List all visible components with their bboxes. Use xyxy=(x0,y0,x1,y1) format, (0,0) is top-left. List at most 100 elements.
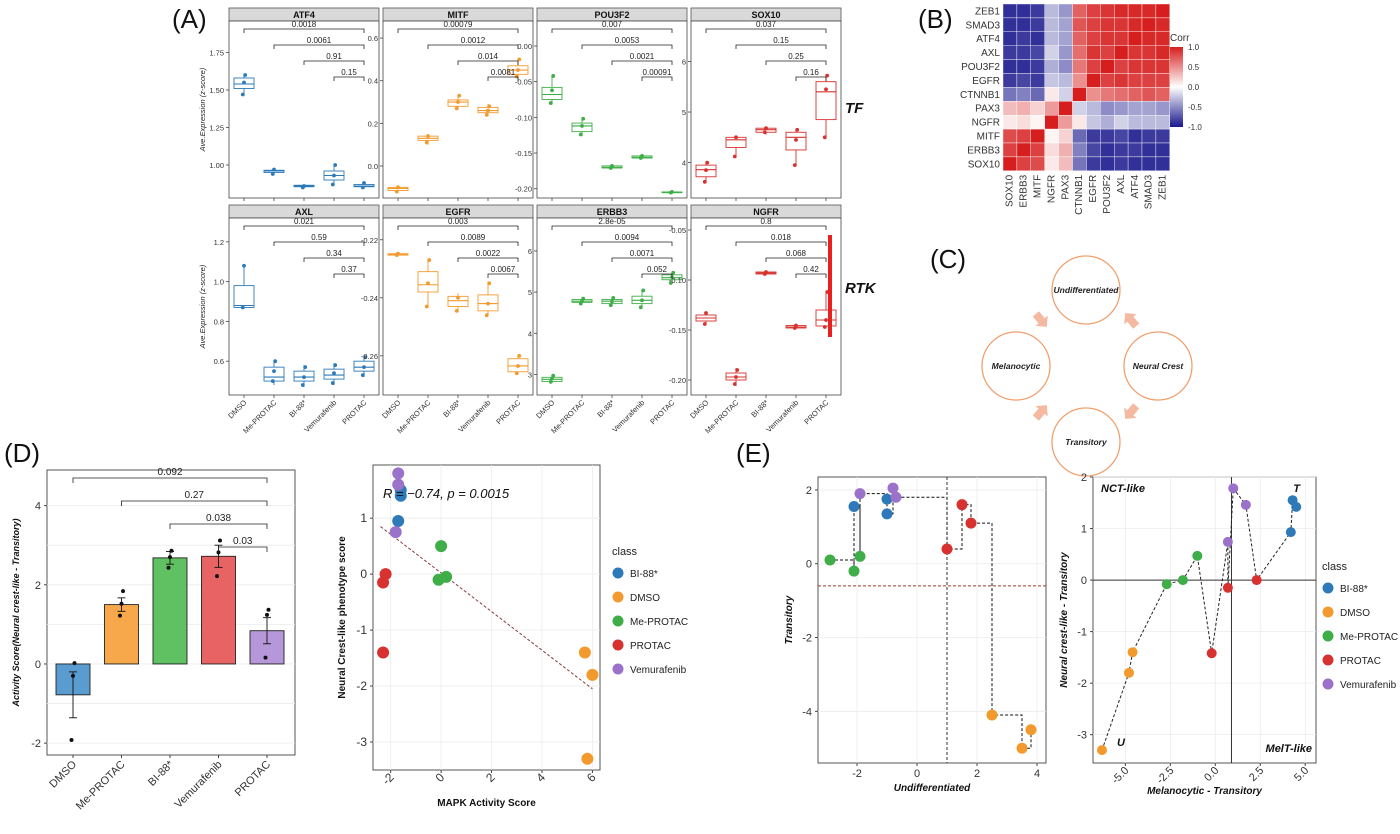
data-point xyxy=(516,68,520,72)
heatmap-cell xyxy=(1016,142,1032,158)
data-point xyxy=(764,270,768,274)
heatmap-cell xyxy=(1072,114,1087,130)
p-value-label: 0.34 xyxy=(326,249,342,258)
heatmap-cell xyxy=(1072,128,1087,144)
facet-atf4: ATF4 1.00 1.25 1.50 1.75 0.0018 0.0061 0.91 0.15… xyxy=(198,7,380,201)
p-value-label: 0.0061 xyxy=(307,36,332,45)
heatmap-cell xyxy=(1113,17,1129,32)
data-point xyxy=(215,574,219,579)
heatmap-cell xyxy=(1030,142,1045,158)
data-point xyxy=(302,375,306,380)
x-tick-label: BI-88* xyxy=(287,398,308,419)
p-value-label: 0.16 xyxy=(803,68,819,77)
y-tick-label: -0.10 xyxy=(669,276,686,285)
data-point xyxy=(332,371,336,376)
heatmap-cell xyxy=(1072,156,1087,171)
legend-swatch xyxy=(612,639,624,651)
heatmap-row-label: POU3F2 xyxy=(961,62,1000,73)
y-tick-label: -0.15 xyxy=(669,326,686,335)
heatmap-cell xyxy=(1058,142,1073,158)
y-tick-label: 1.00 xyxy=(209,161,224,170)
box xyxy=(233,77,255,89)
facet-egfr: EGFR -0.26 -0.24 -0.22 0.003 0.0089 0.0022 0.00… xyxy=(361,204,534,435)
heatmap-row-label: ZEB1 xyxy=(975,6,1000,17)
facet-title: ATF4 xyxy=(293,10,315,20)
heatmap-cell xyxy=(1016,87,1032,102)
panel-e: -2 0 2 4-4-202UndifferentiatedTransitory-5.… xyxy=(784,472,1398,797)
data-point xyxy=(641,288,646,293)
heatmap-cell xyxy=(1127,114,1143,130)
legend-label: Vemurafenib xyxy=(1340,680,1397,691)
heatmap-cell xyxy=(1155,87,1171,102)
heatmap-cell xyxy=(1058,114,1073,130)
heatmap-cell xyxy=(1058,45,1073,60)
significance-bracket xyxy=(641,273,673,278)
legend-swatch xyxy=(1322,630,1334,642)
p-value-label: 0.018 xyxy=(771,233,792,242)
p-value-label: 0.0067 xyxy=(491,265,516,274)
heatmap-col-label: ERBB3 xyxy=(1019,174,1030,207)
x-tick-label: -2 xyxy=(379,770,397,788)
heatmap-cell xyxy=(1113,45,1129,60)
heatmap-cell xyxy=(1127,101,1143,116)
facet-title: AXL xyxy=(295,207,314,217)
heatmap-col-label: ZEB1 xyxy=(1158,174,1169,199)
data-point xyxy=(795,127,800,132)
significance-bracket xyxy=(735,241,827,246)
data-point xyxy=(1251,575,1262,586)
heatmap-cell xyxy=(1127,73,1143,88)
data-point xyxy=(216,550,221,555)
facet-title: MITF xyxy=(448,10,469,20)
panel-b: ZEB1SMAD3ATF4AXLPOU3F2EGFRCTNNB1PAX3NGFR… xyxy=(960,3,1202,215)
data-point xyxy=(69,737,74,742)
arrow-shape xyxy=(1032,405,1048,421)
legend-label: DMSO xyxy=(630,593,660,604)
p-value-label: 0.0022 xyxy=(476,249,501,258)
x-tick-label: BI-88* xyxy=(749,398,770,419)
heatmap-cell xyxy=(1127,156,1143,171)
significance-bracket xyxy=(551,225,673,230)
data-point xyxy=(581,116,586,121)
quadrant-label: T xyxy=(1293,483,1301,495)
heatmap-cell xyxy=(1141,45,1157,60)
heatmap-cell xyxy=(1100,128,1115,144)
state-node xyxy=(1051,255,1121,325)
p-value-label: 0.0089 xyxy=(461,233,486,242)
x-tick-label: BI-88* xyxy=(595,398,616,419)
box xyxy=(785,131,807,151)
y-axis-title: Neural crest-like - Transitory xyxy=(1059,552,1070,688)
heatmap-cell xyxy=(1100,59,1115,74)
x-tick-label: DMSO xyxy=(47,758,79,790)
significance-bracket xyxy=(457,257,519,262)
data-point xyxy=(72,661,77,666)
significance-bracket xyxy=(72,477,268,483)
heatmap-cell xyxy=(1113,3,1129,19)
heatmap-cell xyxy=(1141,31,1157,46)
heatmap-cell xyxy=(1127,3,1143,19)
heatmap-cell xyxy=(1141,59,1157,74)
significance-bracket xyxy=(487,76,519,81)
data-point xyxy=(956,499,968,511)
y-tick-label: 4 xyxy=(682,159,686,168)
data-point xyxy=(762,130,767,135)
y-axis-title: Neural Crest-like phenotype score xyxy=(337,536,348,699)
data-point xyxy=(119,601,124,606)
heatmap-cell xyxy=(1002,59,1018,74)
legend-label: BI-88* xyxy=(1340,584,1368,595)
data-point xyxy=(166,565,171,570)
y-tick-label: 5 xyxy=(682,108,686,117)
heatmap-cell xyxy=(1127,128,1143,144)
panel-labels: (A) (B) (C) (D) (E) xyxy=(4,4,966,468)
significance-bracket xyxy=(705,225,827,230)
arrow-shape xyxy=(1124,313,1140,329)
data-point xyxy=(487,281,492,286)
heatmap-cell xyxy=(1086,3,1101,19)
significance-bracket xyxy=(581,44,673,49)
data-point xyxy=(822,325,827,329)
heatmap-row-label: EGFR xyxy=(972,76,1000,87)
x-tick-label: PROTAC xyxy=(494,398,522,426)
x-tick-label: Vemurafenib xyxy=(456,398,492,434)
significance-bracket xyxy=(243,28,365,33)
data-point xyxy=(118,613,122,618)
